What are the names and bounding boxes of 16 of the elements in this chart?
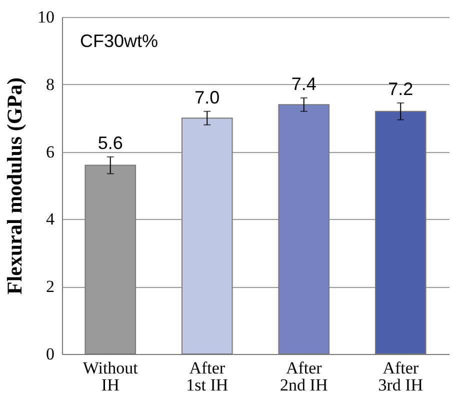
y-tick-label: 0 (46, 344, 54, 364)
y-tick-label: 8 (46, 74, 54, 94)
y-tick-label: 10 (38, 8, 54, 26)
y-axis-title: Flexural modulus (GPa) (2, 77, 26, 295)
x-tick-label: After 2nd IH (280, 358, 328, 394)
data-label: 7.2 (388, 78, 414, 99)
data-label: 7.0 (194, 87, 220, 108)
data-label: 5.6 (98, 132, 123, 153)
x-tick-label: Without IH (82, 358, 138, 394)
y-tick-label: 6 (46, 142, 54, 162)
annotation: CF30wt% (80, 31, 158, 51)
x-tick-label: After 3rd IH (378, 358, 424, 394)
y-tick-label: 4 (46, 210, 55, 229)
x-tick-label: After 1st IH (186, 358, 228, 394)
y-tick-label: 2 (46, 277, 54, 296)
data-label: 7.4 (291, 74, 316, 94)
